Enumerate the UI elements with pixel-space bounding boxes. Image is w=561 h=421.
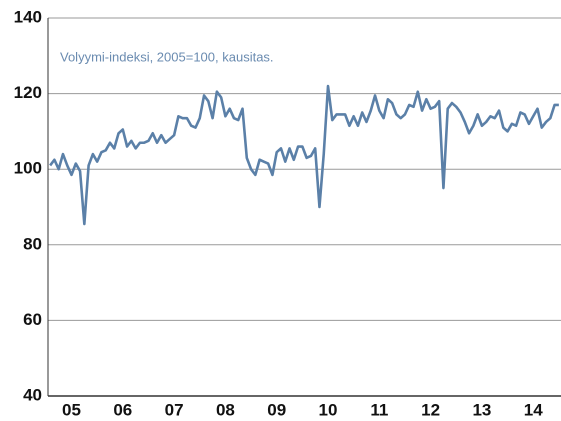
x-tick-label: 11 [370, 400, 388, 419]
x-tick-label: 13 [472, 400, 491, 419]
y-tick-label: 100 [14, 159, 42, 178]
y-tick-label: 40 [23, 385, 42, 404]
y-tick-label: 120 [14, 83, 42, 102]
y-tick-label: 60 [23, 310, 42, 329]
y-tick-label: 140 [14, 7, 42, 26]
y-tick-label: 80 [23, 234, 42, 253]
data-line [49, 84, 559, 226]
x-tick-label: 06 [113, 400, 132, 419]
x-tick-label: 09 [267, 400, 286, 419]
annotation: Volyymi-indeksi, 2005=100, kausitas. [60, 49, 274, 64]
x-tick-label: 07 [165, 400, 184, 419]
x-tick-label: 08 [216, 400, 235, 419]
x-tick-label: 12 [421, 400, 440, 419]
x-tick-label: 05 [62, 400, 81, 419]
x-tick-label: 14 [524, 400, 543, 419]
x-tick-label: 10 [319, 400, 338, 419]
